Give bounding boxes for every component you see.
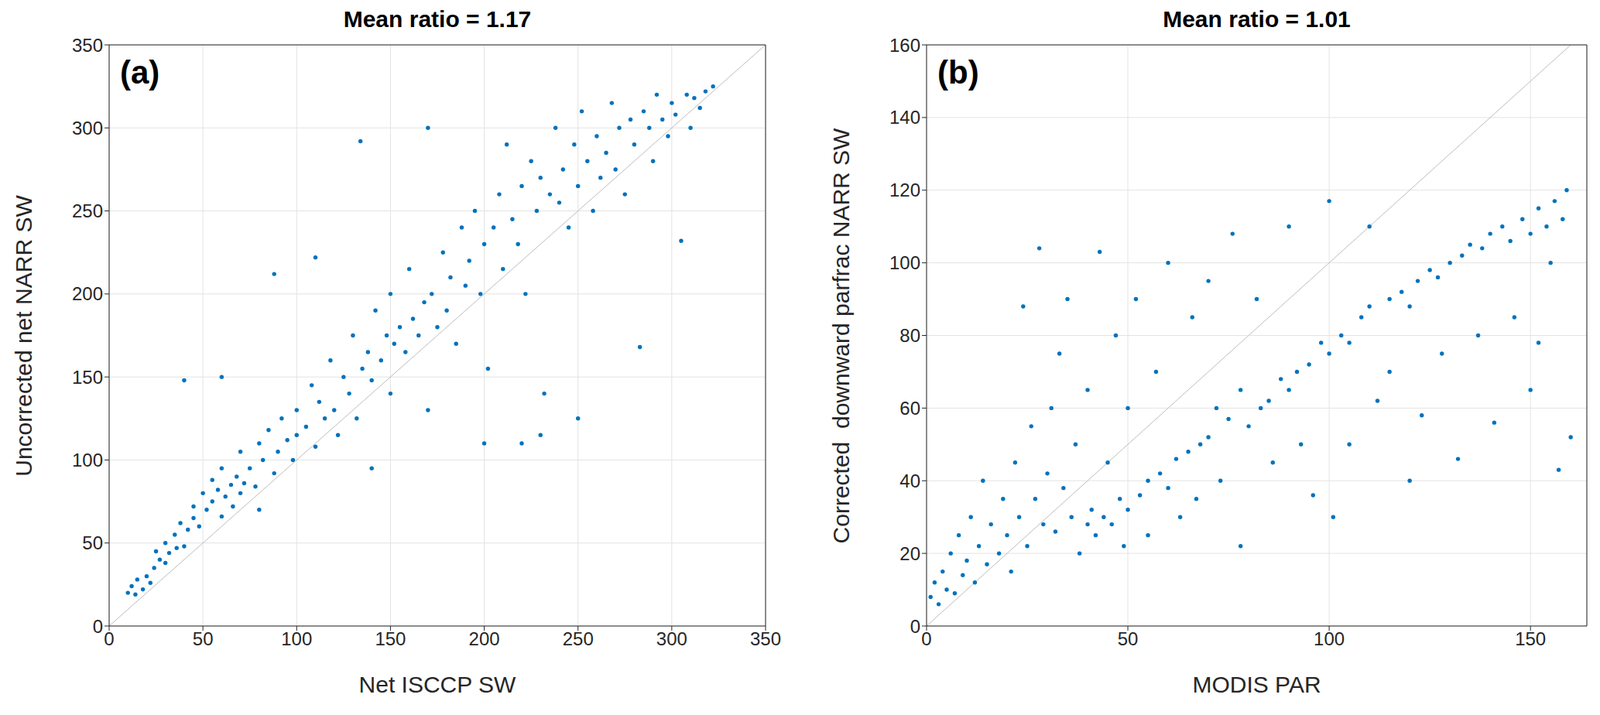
svg-text:250: 250: [71, 200, 103, 222]
html-text:Net ISCCP SW: Net ISCCP SW: [358, 671, 516, 698]
html-text:MODIS PAR: MODIS PAR: [1192, 671, 1322, 698]
svg-text:350: 350: [71, 34, 103, 56]
svg-text:150: 150: [1514, 628, 1546, 650]
svg-text:100: 100: [71, 449, 103, 471]
svg-text:0: 0: [103, 628, 114, 650]
svg-text:50: 50: [1117, 628, 1139, 650]
svg-text:60: 60: [899, 397, 921, 419]
svg-text:80: 80: [899, 325, 921, 347]
html-text:(b): (b): [937, 54, 979, 91]
html-text:(a): (a): [119, 54, 160, 91]
svg-text:100: 100: [889, 252, 921, 274]
svg-text:120: 120: [889, 179, 921, 201]
svg-text:40: 40: [899, 470, 921, 492]
html-text:Mean ratio = 1.17: Mean ratio = 1.17: [343, 6, 532, 32]
svg-text:300: 300: [71, 117, 103, 139]
svg-text:0: 0: [92, 616, 103, 638]
svg-text:100: 100: [1313, 628, 1345, 650]
svg-text:50: 50: [192, 628, 214, 650]
svg-text:300: 300: [656, 628, 688, 650]
svg-text:200: 200: [469, 628, 501, 650]
svg-text:100: 100: [280, 628, 312, 650]
svg-text:150: 150: [71, 366, 103, 388]
svg-text:0: 0: [921, 628, 932, 650]
html-text:Corrected downward parfrac NAR: Corrected downward parfrac NARR SW: [828, 127, 854, 544]
svg-text:20: 20: [899, 543, 921, 565]
svg-text:160: 160: [889, 34, 921, 56]
html-text:Uncorrected net NARR SW: Uncorrected net NARR SW: [10, 194, 37, 477]
svg-text:0: 0: [910, 616, 921, 638]
svg-text:50: 50: [82, 532, 103, 554]
html-text:Mean ratio = 1.01: Mean ratio = 1.01: [1162, 6, 1351, 32]
svg-text:140: 140: [889, 106, 921, 128]
svg-text:150: 150: [374, 628, 406, 650]
svg-text:250: 250: [562, 628, 594, 650]
svg-text:200: 200: [71, 283, 103, 305]
svg-text:350: 350: [750, 628, 782, 650]
